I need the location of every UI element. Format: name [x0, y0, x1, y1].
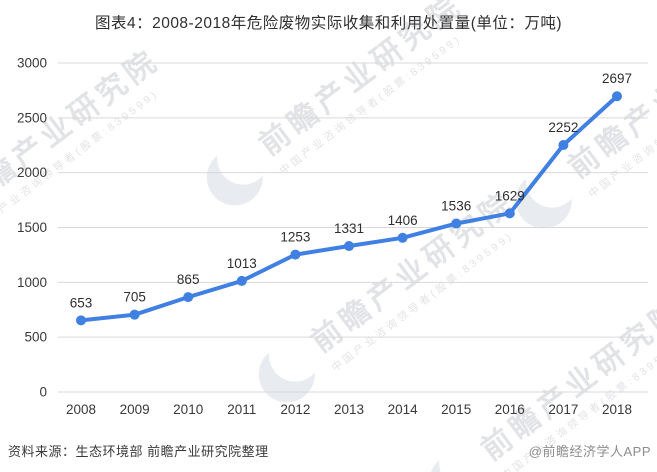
y-axis-label: 0 [39, 385, 47, 400]
data-point-label: 1629 [495, 188, 525, 203]
data-point-label: 865 [177, 272, 200, 287]
data-point-label: 2697 [602, 71, 632, 86]
y-axis-label: 500 [24, 330, 47, 345]
data-point-label: 1536 [441, 199, 471, 214]
data-point [612, 91, 622, 102]
data-point [290, 249, 301, 260]
footer: 资料来源：生态环境部 前瞻产业研究院整理 @前瞻经济学人APP [8, 441, 651, 460]
data-point-label: 1406 [388, 213, 418, 228]
data-point [451, 218, 462, 229]
data-point [129, 309, 140, 320]
y-axis-label: 1000 [17, 275, 47, 290]
data-point-label: 705 [123, 290, 146, 305]
x-axis-label: 2016 [495, 402, 525, 417]
copyright-note: @前瞻经济学人APP [528, 444, 651, 459]
data-series-line [79, 94, 619, 323]
data-point-label: 2252 [548, 120, 578, 135]
data-point-label: 1331 [334, 221, 364, 236]
data-point [236, 275, 247, 286]
y-axis-label: 3000 [17, 56, 47, 71]
data-point [397, 232, 408, 243]
x-axis-label: 2013 [334, 402, 364, 417]
y-axis-label: 2000 [17, 165, 47, 180]
y-axis-label: 2500 [17, 110, 47, 125]
x-axis-label: 2010 [173, 402, 203, 417]
x-axis-label: 2012 [280, 402, 310, 417]
chart-title: 图表4：2008-2018年危险废物实际收集和利用处置量(单位：万吨) [94, 15, 563, 32]
data-point [344, 241, 354, 252]
x-axis-label: 2011 [227, 402, 256, 417]
data-point [504, 208, 515, 219]
data-point [183, 292, 194, 303]
data-point-label: 653 [70, 295, 93, 310]
x-axis-label: 2008 [66, 402, 96, 417]
y-axis-label: 1500 [17, 220, 47, 235]
data-point-label: 1253 [280, 230, 310, 245]
data-point [76, 315, 86, 326]
x-axis-label: 2014 [388, 402, 419, 417]
x-axis-label: 2009 [120, 402, 150, 417]
x-axis-label: 2018 [602, 402, 632, 417]
data-point-label: 1013 [227, 256, 257, 271]
source-note: 资料来源：生态环境部 前瞻产业研究院整理 [8, 444, 269, 459]
data-point [558, 140, 569, 151]
x-axis-label: 2015 [441, 402, 471, 417]
x-axis-label: 2017 [548, 402, 578, 417]
